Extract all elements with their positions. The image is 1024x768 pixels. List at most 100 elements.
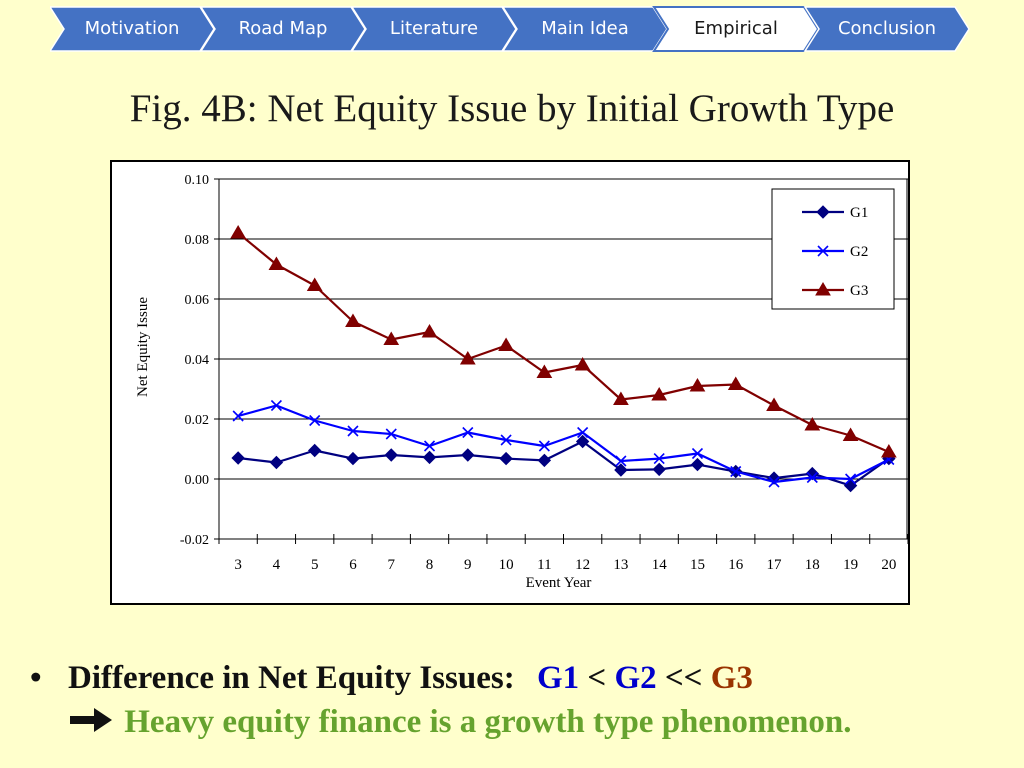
point-g2: [806, 471, 818, 484]
series-line-g1: [238, 440, 890, 487]
point-g3: [651, 387, 668, 401]
x-tick-label: 16: [728, 557, 744, 573]
point-g2: [232, 410, 244, 422]
y-tick-label: 0.00: [185, 473, 210, 488]
bullet-g2: G2: [614, 660, 657, 696]
conclusion-text: Heavy equity finance is a growth type ph…: [124, 704, 852, 740]
point-g3: [230, 225, 247, 239]
y-axis-label: Net Equity Issue: [135, 297, 151, 397]
point-g3: [727, 376, 744, 390]
nav-tab-empirical[interactable]: Empirical: [694, 18, 778, 39]
chart-frame: -0.02 0.00 0.02 0.04 0.06 0.08 0.10 3 4 5 6 7 8 9 10 11…: [110, 160, 910, 605]
point-g3: [689, 378, 706, 392]
point-g1: [537, 453, 552, 468]
nav-chevron-motivation[interactable]: [50, 6, 215, 52]
nav-tab-motivation[interactable]: Motivation: [84, 18, 180, 39]
point-g1: [384, 448, 398, 462]
y-tick-label: 0.10: [185, 173, 210, 188]
point-g2: [270, 399, 282, 412]
x-tick-label: 6: [349, 557, 357, 573]
point-g2: [423, 440, 436, 452]
nav-chevron-road-map[interactable]: [199, 6, 366, 52]
nav-chevron-conclusion[interactable]: [803, 6, 970, 52]
x-tick-label: 9: [464, 557, 472, 573]
x-tick-label: 20: [881, 557, 896, 573]
bullet-g1: G1: [536, 660, 580, 696]
point-g2: [347, 425, 359, 437]
point-g1: [575, 434, 590, 449]
point-g3: [574, 357, 591, 371]
legend-marker-g2: [817, 245, 829, 257]
nav-chevron-literature[interactable]: [350, 6, 517, 52]
point-g3: [766, 397, 782, 411]
point-g3: [880, 444, 897, 458]
point-g2: [385, 428, 397, 440]
point-g3: [536, 364, 553, 378]
point-g2: [615, 455, 627, 467]
point-g2: [768, 476, 780, 488]
nav-tab-main-idea[interactable]: Main Idea: [541, 18, 629, 39]
x-tick-label: 8: [426, 557, 434, 573]
point-g1: [422, 450, 437, 465]
line-chart: -0.02 0.00 0.02 0.04 0.06 0.08 0.10 3 4 5 6 7 8 9 10 11…: [135, 173, 908, 591]
x-tick-label: 19: [843, 557, 858, 573]
point-g3: [804, 417, 821, 431]
point-g2: [577, 426, 589, 439]
point-g3: [306, 277, 323, 291]
y-tick-label: 0.04: [185, 353, 210, 368]
x-tick-label: 7: [388, 557, 396, 573]
right-arrow-icon: [70, 708, 112, 732]
x-tick-label: 5: [311, 557, 319, 573]
x-tick-label: 3: [234, 557, 242, 573]
legend-label-g1: G1: [850, 205, 868, 221]
x-axis-label: Event Year: [526, 575, 592, 591]
bullet-line: • Difference in Net Equity Issues: G1 < G…: [30, 660, 753, 697]
point-g3: [421, 324, 438, 338]
point-g3: [613, 391, 629, 405]
nav-tab-literature[interactable]: Literature: [389, 18, 479, 39]
x-tick-label: 4: [273, 557, 281, 573]
x-tick-label: 18: [805, 557, 820, 573]
x-tick-label: 11: [537, 557, 551, 573]
navigation-bar: Motivation Road Map Literature Main Idea Emp…: [50, 6, 974, 52]
point-g1: [307, 443, 322, 458]
legend-label-g2: G2: [850, 244, 868, 260]
point-g3: [345, 313, 361, 327]
y-tick-label: 0.06: [185, 293, 210, 308]
nav-tab-conclusion[interactable]: Conclusion: [837, 18, 937, 39]
point-g1: [231, 451, 245, 465]
bullet-less-than: <: [587, 660, 607, 696]
point-g2: [653, 453, 665, 465]
bullet-text: Difference in Net Equity Issues:: [68, 660, 515, 696]
x-tick-label: 17: [767, 557, 783, 573]
bullet-dot: •: [30, 660, 42, 696]
point-g3: [459, 351, 476, 365]
navigation-chevrons: [50, 6, 970, 52]
x-tick-label: 14: [652, 557, 668, 573]
point-g2: [462, 426, 474, 439]
point-g1: [690, 457, 705, 472]
nav-tab-road-map[interactable]: Road Map: [238, 18, 328, 39]
point-g1: [614, 463, 628, 477]
point-g1: [346, 451, 360, 466]
legend-marker-g1: [816, 205, 830, 219]
conclusion-line: Heavy equity finance is a growth type ph…: [68, 704, 852, 741]
nav-chevron-empirical[interactable]: [652, 6, 820, 52]
bullet-much-less-than: <<: [664, 660, 703, 696]
point-g2: [309, 414, 321, 427]
y-tick-label: 0.02: [185, 413, 210, 428]
point-g2: [500, 434, 512, 446]
legend-label-g3: G3: [850, 283, 868, 299]
bullet-g3: G3: [710, 660, 753, 696]
series-line-g2: [237, 404, 890, 484]
point-g3: [498, 337, 514, 351]
point-g3: [383, 331, 400, 345]
point-g2: [845, 473, 857, 485]
point-g1: [461, 448, 475, 462]
y-tick-label: -0.02: [180, 533, 209, 548]
point-g2: [691, 447, 704, 460]
point-g1: [499, 451, 513, 466]
x-tick-label: 10: [499, 557, 514, 573]
point-g2: [538, 440, 550, 452]
point-g1: [652, 462, 666, 477]
